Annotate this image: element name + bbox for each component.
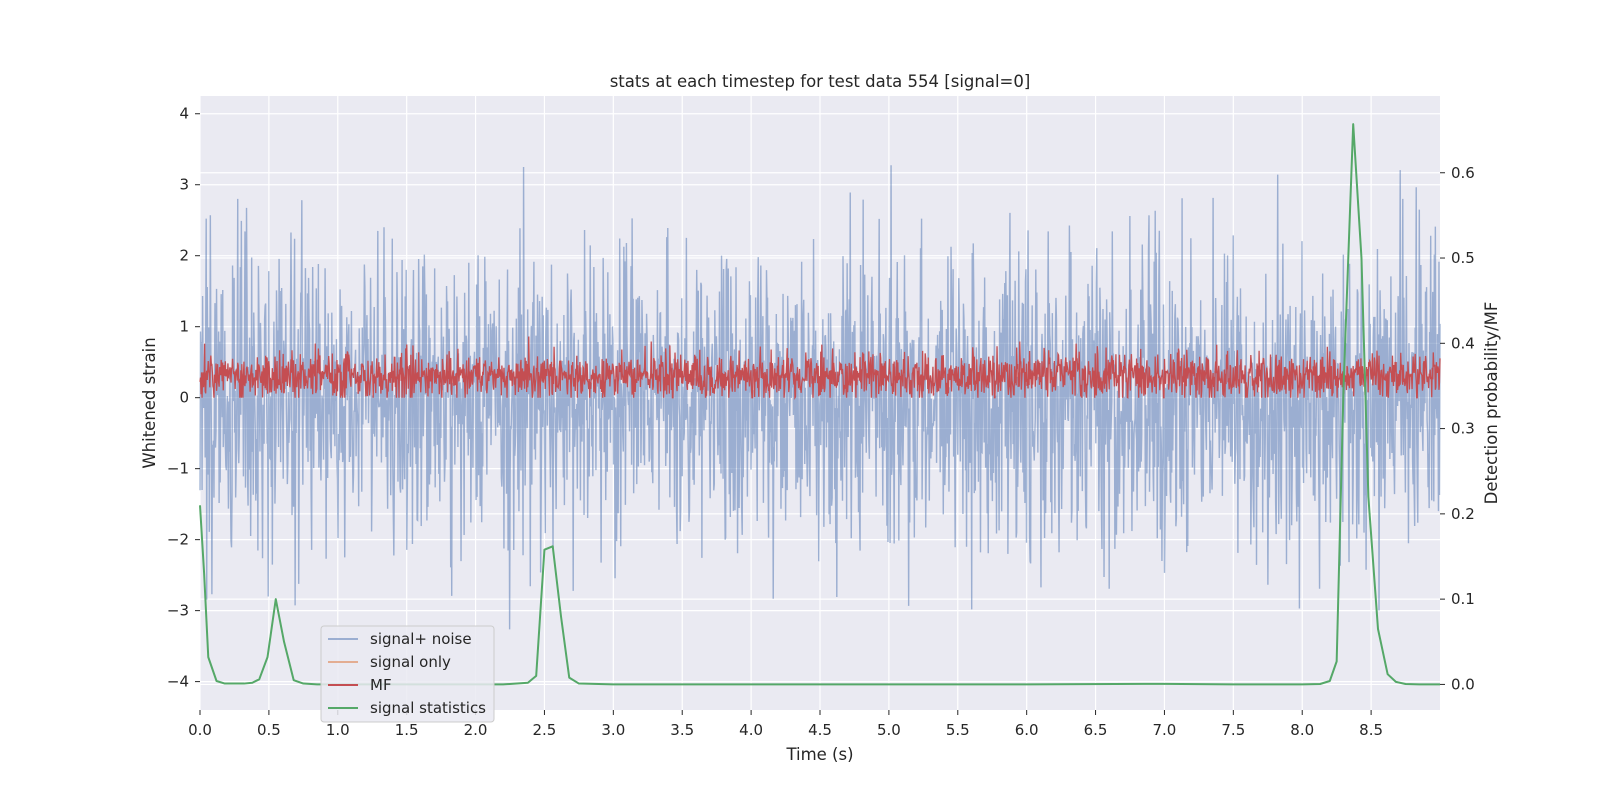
- y-tick-label: −2: [167, 531, 189, 549]
- legend-box: [320, 625, 495, 723]
- y-tick-label: 3: [179, 176, 189, 194]
- y2-axis-label: Detection probability/MF: [1482, 302, 1501, 505]
- y2-tick-label: 0.2: [1451, 505, 1475, 523]
- x-tick-label: 0.5: [257, 721, 281, 739]
- y-tick-label: −4: [167, 673, 189, 691]
- y2-tick-label: 0.1: [1451, 590, 1475, 608]
- x-tick-label: 5.5: [946, 721, 970, 739]
- x-tick-label: 2.0: [464, 721, 488, 739]
- y-tick-label: 0: [179, 389, 189, 407]
- x-tick-label: 2.5: [533, 721, 557, 739]
- x-tick-label: 7.0: [1153, 721, 1177, 739]
- x-tick-label: 8.5: [1359, 721, 1383, 739]
- y-tick-label: −1: [167, 460, 189, 478]
- signal-statistics-line: [199, 123, 1440, 686]
- signal-noise-series: [199, 165, 1441, 630]
- signal-statistics-series: [199, 123, 1440, 686]
- chart-title: stats at each timestep for test data 554…: [610, 72, 1031, 91]
- y-tick-label: −3: [167, 602, 189, 620]
- x-axis-label: Time (s): [785, 745, 853, 764]
- y2-tick-label: 0.0: [1451, 675, 1475, 693]
- x-tick-label: 0.0: [188, 721, 212, 739]
- y-axis-left: 4 3 2 1 0 −1 −2 −3 −4: [167, 105, 200, 691]
- legend-label-signal-only: signal only: [370, 653, 451, 671]
- y2-tick-label: 0.4: [1451, 334, 1475, 352]
- x-tick-label: 8.0: [1290, 721, 1314, 739]
- mf-series: [199, 336, 1441, 400]
- y-tick-label: 1: [179, 318, 189, 336]
- y-tick-label: 4: [179, 105, 189, 123]
- x-axis: 0.0 0.5 1.0 1.5 2.0 2.5 3.0 3.5 4.0 4.5 5.0 5.5 6.0 6…: [188, 710, 1383, 739]
- x-tick-label: 7.5: [1221, 721, 1245, 739]
- x-tick-label: 4.0: [739, 721, 763, 739]
- x-tick-label: 4.5: [808, 721, 832, 739]
- x-tick-label: 6.5: [1084, 721, 1108, 739]
- y2-tick-label: 0.5: [1451, 249, 1475, 267]
- x-tick-label: 3.5: [670, 721, 694, 739]
- y2-tick-label: 0.3: [1451, 420, 1475, 438]
- legend-label-mf: MF: [370, 676, 392, 694]
- mf-line: [199, 336, 1441, 400]
- x-tick-label: 1.5: [395, 721, 419, 739]
- y2-tick-label: 0.6: [1451, 164, 1475, 182]
- x-tick-label: 6.0: [1015, 721, 1039, 739]
- signal-noise-line: [199, 165, 1441, 630]
- legend-label-signal-statistics: signal statistics: [370, 699, 486, 717]
- x-tick-label: 3.0: [601, 721, 625, 739]
- legend: signal+ noise signal only MF signal stat…: [320, 625, 495, 723]
- x-tick-label: 5.0: [877, 721, 901, 739]
- legend-label-signal-noise: signal+ noise: [370, 630, 472, 648]
- y-axis-right: 0.6 0.5 0.4 0.3 0.2 0.1 0.0: [1440, 164, 1475, 693]
- x-tick-label: 1.0: [326, 721, 350, 739]
- y-tick-label: 2: [179, 247, 189, 265]
- y-axis-label: Whitened strain: [140, 337, 159, 468]
